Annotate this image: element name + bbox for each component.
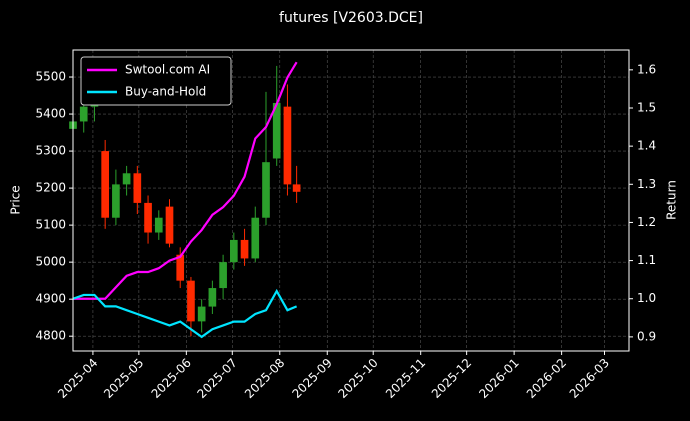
legend-label: Buy-and-Hold: [125, 85, 206, 99]
candle-body: [133, 173, 142, 203]
y-tick-label: 4800: [35, 329, 66, 343]
candle-body: [272, 102, 281, 159]
candle-body: [251, 217, 260, 259]
y-tick-label: 5300: [35, 144, 66, 158]
candle-body: [262, 162, 270, 218]
candle-body: [79, 106, 88, 122]
candle-body: [176, 254, 185, 281]
candle-body: [292, 184, 301, 192]
legend-label: Swtool.com AI: [125, 63, 210, 77]
y-tick-label: 4900: [35, 292, 66, 306]
chart-title: futures [V2603.DCE]: [279, 10, 423, 26]
y2-tick-label: 1.1: [637, 253, 656, 267]
legend-box: [80, 56, 232, 106]
y-axis-label: Price: [9, 185, 23, 214]
return-line: [72, 288, 298, 339]
candle-body: [187, 280, 195, 322]
candle-body: [283, 106, 292, 185]
y2-tick-label: 0.9: [637, 329, 656, 343]
plot-frame: [72, 49, 630, 352]
candle-body: [165, 206, 174, 244]
candle-body: [101, 151, 109, 218]
y-tick-label: 5400: [35, 107, 66, 121]
y2-tick-label: 1.0: [637, 291, 656, 305]
y2-axis-label: Return: [665, 180, 679, 220]
candle-body: [122, 173, 131, 185]
candle-body: [219, 262, 227, 289]
candle-body: [197, 306, 206, 322]
candle-body: [229, 239, 238, 263]
candle-body: [240, 239, 249, 259]
y2-tick-label: 1.6: [637, 62, 656, 76]
y2-tick-label: 1.3: [637, 177, 656, 191]
y-tick-label: 5100: [35, 218, 66, 232]
candle-body: [154, 217, 163, 233]
candle-body: [112, 184, 120, 218]
y-tick-label: 5500: [35, 70, 66, 84]
candle-body: [208, 288, 217, 307]
y2-tick-label: 1.4: [637, 139, 656, 153]
legend: Swtool.com AI Buy-and-Hold: [80, 56, 232, 106]
y2-tick-label: 1.5: [637, 100, 656, 114]
return-line: [73, 61, 298, 300]
y-tick-label: 5200: [35, 181, 66, 195]
y-tick-label: 5000: [35, 255, 66, 269]
candle-body: [144, 202, 152, 233]
y2-tick-label: 1.2: [637, 215, 656, 229]
